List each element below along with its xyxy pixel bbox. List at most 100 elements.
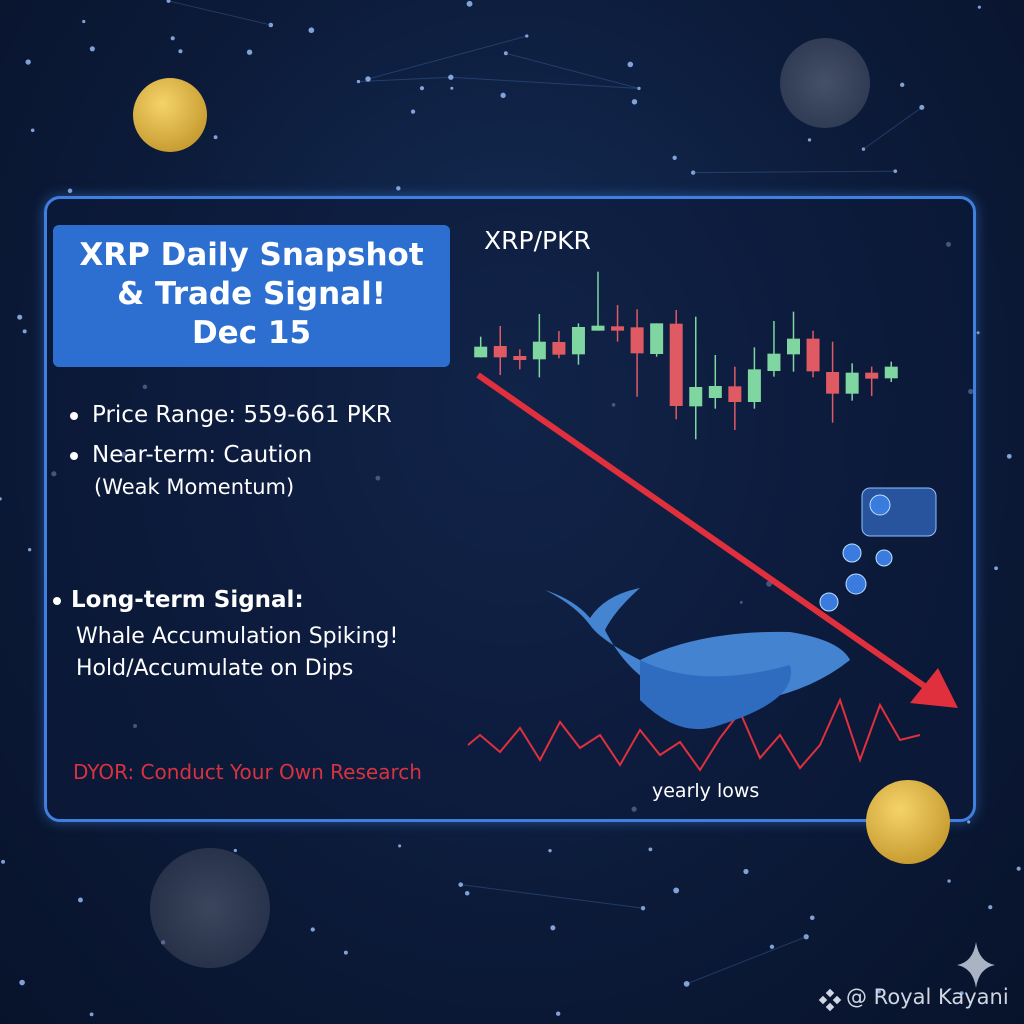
candle-body [787,338,800,355]
network-node [268,22,274,28]
title-line: & Trade Signal! [117,276,386,312]
candle-body [708,386,722,398]
network-node [809,915,815,921]
candle-body [552,342,566,355]
network-node [683,980,690,987]
yearly-lows-line [467,697,921,772]
network-node [1006,453,1012,459]
bullet-icon [53,596,61,605]
network-node [690,170,696,175]
candle-body [728,386,742,402]
xrp-token-icon [842,543,862,563]
network-node [637,86,641,91]
pair-label: XRP/PKR [484,226,591,255]
network-node [448,74,454,80]
network-node [673,887,680,894]
candle-body [865,372,879,379]
bullet-text: Price Range: 559-661 PKR [92,402,392,428]
network-node [166,0,171,3]
network-node [178,49,183,54]
binance-logo-icon [818,988,842,1012]
network-node [548,848,552,853]
network-node [550,925,556,931]
title-box: XRP Daily Snapshot & Trade Signal! Dec 1… [53,225,450,367]
bullet-icon [70,451,78,460]
long-term-line: Whale Accumulation Spiking! [76,624,399,649]
network-node [246,49,253,55]
network-node [27,548,32,552]
network-line [358,76,451,83]
network-node [396,186,401,191]
network-line [450,76,640,89]
network-node [743,868,749,875]
network-node [1,859,5,864]
network-node [17,314,23,320]
network-node [627,61,634,68]
candle-body [806,338,820,372]
candle-body [611,326,625,331]
bullet-text: Near-term: Caution [92,442,313,468]
network-node [308,27,315,34]
network-node [672,155,677,160]
network-node [77,897,83,903]
candle-body [493,346,507,358]
network-node [861,147,866,151]
network-node [419,86,425,91]
network-node [807,138,812,142]
network-node [900,82,905,88]
network-node [233,848,237,853]
network-node [398,844,402,848]
network-node [977,5,981,9]
network-node [959,991,964,996]
bullet-price-range: Price Range: 559-661 PKR [70,400,392,430]
downtrend-arrow [476,372,932,693]
ethereum-coin-icon [866,780,950,864]
network-node [450,86,454,90]
network-node [976,331,980,335]
network-node [365,76,371,82]
network-line [863,106,923,150]
network-node [648,847,653,852]
network-node [0,497,2,501]
network-node [30,128,35,133]
xrp-token-icon [875,549,893,567]
network-node [19,979,25,986]
title-line: XRP Daily Snapshot [79,237,424,273]
candle-body [689,387,703,407]
candle-body [845,372,859,394]
candle-body [474,346,488,358]
candle-body [591,325,605,331]
near-term-detail: (Weak Momentum) [94,475,295,499]
network-node [82,19,86,24]
yearly-lows-label: yearly lows [652,780,760,802]
network-node [458,882,464,887]
xrp-coin-icon [150,848,270,968]
candle-body [571,327,585,355]
network-node [919,104,925,110]
candle-body [767,353,781,371]
bullet-long-term: Long-term Signal: [53,585,304,615]
network-node [640,905,646,911]
network-node [503,51,508,56]
disclaimer: DYOR: Conduct Your Own Research [73,760,422,784]
candle-body [532,341,546,360]
xrp-token-icon [845,573,867,595]
network-node [988,905,993,910]
bullet-near-term: Near-term: Caution [70,440,312,470]
candle-body [884,366,898,379]
network-line [505,52,640,89]
network-line [686,936,807,985]
network-node [769,944,775,949]
network-line [168,0,271,26]
network-node [803,934,809,940]
candle-body [513,356,527,360]
sparkle-icon [957,942,995,988]
candle-body [650,323,664,354]
long-term-line: Hold/Accumulate on Dips [76,656,354,681]
whale-icon [545,588,850,730]
network-line [460,884,644,909]
network-node [500,92,506,98]
network-node [410,109,416,114]
network-node [22,329,27,334]
